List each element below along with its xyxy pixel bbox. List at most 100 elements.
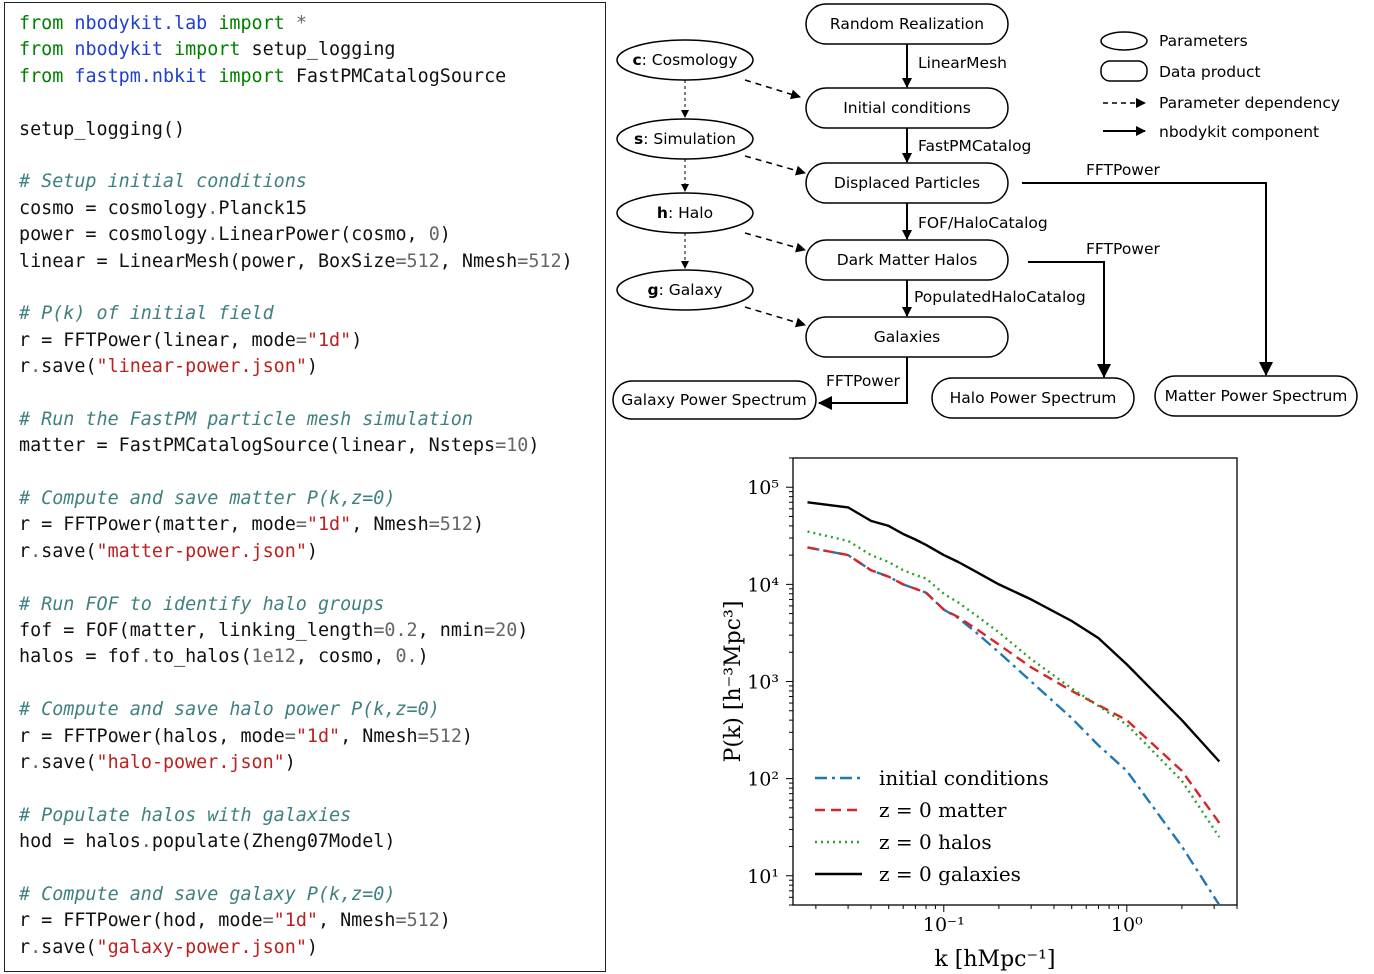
edge-label-fft-halo: FFTPower [1086,240,1161,258]
code-token: fastpm.nbkit [74,65,208,87]
code-token: fof = FOF(matter, linking_length [19,619,374,641]
param-node-galaxy: g: Galaxy [616,269,754,311]
code-token: = [495,435,507,457]
svg-text:Galaxy Power Spectrum: Galaxy Power Spectrum [621,391,807,409]
code-line [19,565,605,591]
legend-label-3: z = 0 galaxies [879,862,1021,886]
code-token: r [19,751,31,773]
code-token: "galaxy-power.json" [96,936,307,958]
code-token: from [19,39,75,61]
data-node-halo-power-spectrum: Halo Power Spectrum [931,377,1135,419]
code-line: r.save("galaxy-power.json") [19,935,605,961]
code-token: "halo-power.json" [96,751,285,773]
code-token: setup_logging() [19,118,186,140]
x-tick-label: 10⁻¹ [923,914,965,936]
code-token: . [30,936,42,958]
code-token: ) [517,619,529,641]
code-token: r = FFTPower(linear, mode [19,329,296,351]
data-node-random-realization: Random Realization [805,3,1009,45]
y-tick-label: 10⁴ [747,574,779,596]
code-token: 512 [528,250,562,272]
code-line: # Compute and save galaxy P(k,z=0) [19,882,605,908]
code-token: ) [439,224,451,246]
code-token: ) [461,725,473,747]
code-token: , Nmesh [439,250,518,272]
svg-text:g: Galaxy: g: Galaxy [648,281,723,299]
edge-label-populated: PopulatedHaloCatalog [914,288,1086,306]
code-line: # P(k) of initial field [19,301,605,327]
code-token: r [19,936,31,958]
code-token: from [19,65,75,87]
svg-text:Dark Matter Halos: Dark Matter Halos [837,251,978,269]
data-node-matter-power-spectrum: Matter Power Spectrum [1154,375,1358,417]
legend-box-icon [1100,60,1148,82]
power-spectrum-chart: 10¹ 10² 10³ 10⁴ 10⁵ 10⁻¹ 10⁰ k [hMpc⁻¹] P(k) [h⁻… [721,457,1238,972]
y-tick-label: 10¹ [747,866,779,888]
plot-frame [792,457,1238,906]
code-line: # Setup initial conditions [19,169,605,195]
code-token: import [162,39,241,61]
y-tick-label: 10³ [747,672,779,694]
code-token: . [207,197,219,219]
code-line [19,380,605,406]
edge-label-fft-matter: FFTPower [1086,161,1161,179]
y-axis-label: P(k) [h⁻³Mpc³] [721,601,746,763]
code-token: # Compute and save galaxy P(k,z=0) [19,883,396,905]
code-line: power = cosmology.LinearPower(cosmo, 0) [19,222,605,248]
svg-text:Galaxies: Galaxies [874,328,940,346]
code-line: from nbodykit.lab import * [19,11,605,37]
code-line: r = FFTPower(hod, mode="1d", Nmesh=512) [19,908,605,934]
code-token: ) [417,646,429,668]
code-token: , Nmesh [340,725,418,747]
code-token: , Nmesh [351,514,429,536]
code-token: . [140,831,152,853]
code-token: save( [41,540,97,562]
code-token: 0. [395,646,418,668]
code-token: = [395,250,407,272]
code-token: ) [306,936,318,958]
code-line: # Run FOF to identify halo groups [19,592,605,618]
svg-text:Random Realization: Random Realization [830,15,984,33]
code-line [19,90,605,116]
code-token: populate(Zheng07Model) [151,831,396,853]
code-token: 512 [439,514,473,536]
code-token: = [484,619,496,641]
code-token: "1d" [306,329,352,351]
code-line [19,143,605,169]
code-token: r = FFTPower(hod, mode [19,910,263,932]
code-token: # Run FOF to identify halo groups [19,593,385,615]
code-token: LinearPower(cosmo, [218,224,429,246]
code-token: . [140,646,152,668]
x-axis-label: k [hMpc⁻¹] [934,947,1055,972]
code-token: # Compute and save halo power P(k,z=0) [19,699,440,721]
legend-label-0: initial conditions [879,766,1049,790]
code-line: # Compute and save matter P(k,z=0) [19,486,605,512]
code-token: cosmo = cosmology [19,197,208,219]
svg-text:c: Cosmology: c: Cosmology [632,51,737,69]
svg-text:h: Halo: h: Halo [657,204,713,222]
x-tick-label: 10⁰ [1111,914,1143,936]
code-token: 10 [506,435,529,457]
code-token: "matter-power.json" [96,540,307,562]
code-token: save( [41,936,97,958]
code-token: "1d" [306,514,352,536]
code-line [19,460,605,486]
code-token: # Setup initial conditions [19,171,307,193]
code-token: = [517,250,529,272]
code-token: FastPMCatalogSource [284,65,507,87]
code-token: ) [284,751,296,773]
code-token: = [428,514,440,536]
legend-parameters: Parameters [1159,32,1248,50]
code-token: to_halos( [151,646,252,668]
code-token: 0 [428,224,440,246]
code-line: cosmo = cosmology.Planck15 [19,196,605,222]
code-line: setup_logging() [19,117,605,143]
code-line: halos = fof.to_halos(1e12, cosmo, 0.) [19,644,605,670]
code-token: save( [41,751,97,773]
code-token: # Populate halos with galaxies [19,804,352,826]
code-token: hod = halos [19,831,141,853]
code-token: 512 [406,250,440,272]
code-token: = [417,725,429,747]
code-token: . [30,356,42,378]
pipeline-diagram: c: Cosmology s: Simulation h: Halo g: Ga… [612,3,1358,420]
